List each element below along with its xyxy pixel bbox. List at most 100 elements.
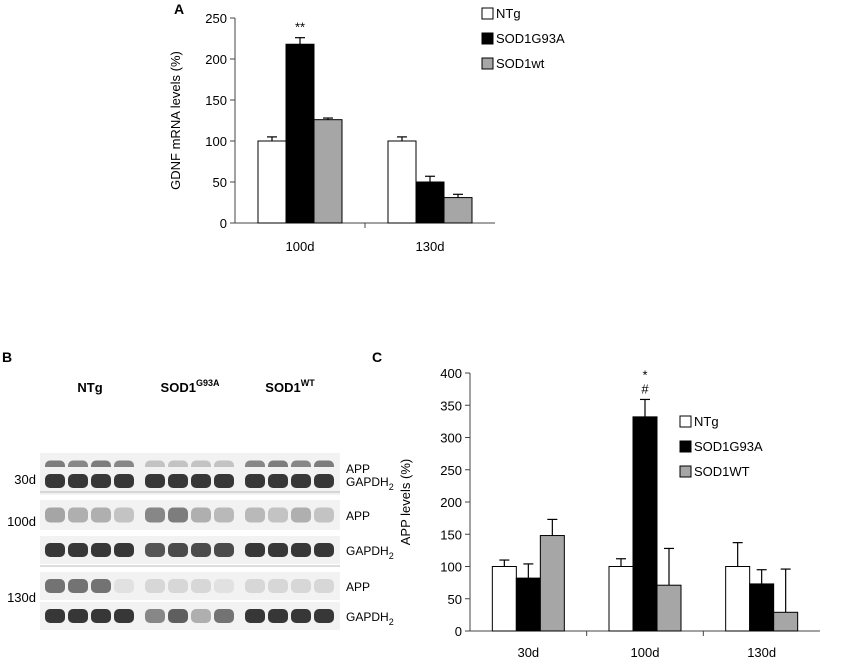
legend-label: NTg bbox=[496, 6, 521, 21]
blot-band bbox=[91, 543, 111, 557]
bar bbox=[491, 566, 517, 632]
blot-timepoint: 100d bbox=[7, 514, 36, 529]
blot-band bbox=[68, 507, 88, 523]
blot-band bbox=[145, 579, 165, 593]
category-label: 130d bbox=[416, 239, 445, 254]
y-tick-label: 0 bbox=[455, 624, 462, 639]
legend-swatch bbox=[679, 465, 692, 478]
blot-band bbox=[245, 609, 265, 623]
blot-band bbox=[214, 474, 234, 488]
blot-group-name: SOD1 bbox=[265, 380, 300, 395]
y-tick-label: 100 bbox=[205, 134, 227, 149]
blot-protein-name: GAPDH bbox=[346, 610, 389, 624]
legend-swatch bbox=[481, 57, 494, 70]
bar bbox=[285, 43, 315, 224]
y-tick-label: 150 bbox=[205, 93, 227, 108]
blot-band bbox=[145, 609, 165, 623]
legend-label: SOD1G93A bbox=[694, 439, 763, 454]
bar bbox=[415, 181, 445, 224]
blot-band bbox=[191, 507, 211, 523]
blot-band bbox=[268, 579, 288, 593]
panel-label-a: A bbox=[174, 1, 184, 17]
legend-swatch bbox=[481, 7, 494, 20]
blot-protein-subscript: 2 bbox=[389, 617, 394, 627]
blot-band bbox=[214, 609, 234, 623]
blot-band bbox=[168, 609, 188, 623]
blot-protein-name: GAPDH bbox=[346, 475, 389, 489]
y-tick-label: 350 bbox=[440, 398, 462, 413]
blot-band bbox=[291, 609, 311, 623]
blot-band bbox=[245, 507, 265, 523]
legend-swatch bbox=[679, 440, 692, 453]
category-label: 30d bbox=[517, 645, 539, 660]
blot-band bbox=[114, 543, 134, 557]
y-tick-label: 300 bbox=[440, 431, 462, 446]
blot-band bbox=[214, 507, 234, 523]
panel-label-c: C bbox=[372, 349, 382, 365]
blot-protein-name: GAPDH bbox=[346, 544, 389, 558]
blot-band bbox=[291, 474, 311, 488]
blot-protein-label: GAPDH2 bbox=[346, 610, 394, 627]
blot-band bbox=[68, 474, 88, 488]
y-tick-label: 250 bbox=[205, 11, 227, 26]
blot-band bbox=[314, 474, 334, 488]
legend-swatch bbox=[679, 415, 692, 428]
blot-band bbox=[314, 507, 334, 523]
blot-protein-label: GAPDH2 bbox=[346, 544, 394, 561]
blot-band bbox=[245, 579, 265, 593]
bar bbox=[313, 119, 343, 224]
blot-band bbox=[168, 507, 188, 523]
y-tick-label: 50 bbox=[213, 175, 227, 190]
y-tick-label: 250 bbox=[440, 463, 462, 478]
blot-strip bbox=[40, 536, 340, 564]
blot-band bbox=[114, 507, 134, 523]
blot-band bbox=[314, 579, 334, 593]
category-label: 100d bbox=[631, 645, 660, 660]
legend-label: SOD1G93A bbox=[496, 31, 565, 46]
blot-protein-name: APP bbox=[346, 462, 370, 476]
blot-band bbox=[291, 543, 311, 557]
blot-band bbox=[145, 543, 165, 557]
y-axis-title: GDNF mRNA levels (%) bbox=[168, 51, 183, 190]
bar bbox=[656, 584, 682, 632]
blot-band bbox=[314, 609, 334, 623]
blot-strip bbox=[40, 602, 340, 630]
blot-protein-label: APP bbox=[346, 462, 370, 476]
legend-label: SOD1WT bbox=[694, 464, 750, 479]
blot-band bbox=[145, 474, 165, 488]
blot-protein-name: APP bbox=[346, 580, 370, 594]
chart-c: 0 50 100 150 200 250 300 350 400 APP levels (%) 30… bbox=[398, 366, 820, 660]
bar bbox=[608, 566, 634, 632]
blot-band bbox=[268, 543, 288, 557]
blot-group-superscript: G93A bbox=[196, 378, 220, 388]
blot-band bbox=[45, 579, 65, 593]
blot-band bbox=[191, 609, 211, 623]
blot-band bbox=[114, 474, 134, 488]
y-tick-label: 400 bbox=[440, 366, 462, 381]
blot-band bbox=[91, 507, 111, 523]
blot-band bbox=[68, 609, 88, 623]
blot-band bbox=[291, 579, 311, 593]
blot-band bbox=[68, 543, 88, 557]
y-axis-title: APP levels (%) bbox=[398, 459, 413, 545]
bar bbox=[443, 197, 473, 224]
blot-timepoint: 130d bbox=[7, 590, 36, 605]
bar bbox=[632, 416, 658, 632]
blot-band bbox=[168, 579, 188, 593]
chart-a: 0 50 100 150 200 250 GDNF mRNA levels (%) 100d 1… bbox=[168, 6, 565, 254]
blot-band bbox=[191, 543, 211, 557]
blot-band bbox=[45, 507, 65, 523]
significance-marker: ** bbox=[295, 20, 305, 35]
bar bbox=[257, 140, 287, 224]
blot-band bbox=[168, 474, 188, 488]
blot-band bbox=[91, 579, 111, 593]
blot-band bbox=[45, 543, 65, 557]
y-tick-label: 100 bbox=[440, 560, 462, 575]
category-label: 130d bbox=[747, 645, 776, 660]
blot-band bbox=[314, 543, 334, 557]
blot-band bbox=[168, 543, 188, 557]
blot-group-superscript: WT bbox=[301, 378, 315, 388]
blot-protein-label: APP bbox=[346, 580, 370, 594]
blot-band bbox=[291, 507, 311, 523]
blot-protein-subscript: 2 bbox=[389, 482, 394, 492]
